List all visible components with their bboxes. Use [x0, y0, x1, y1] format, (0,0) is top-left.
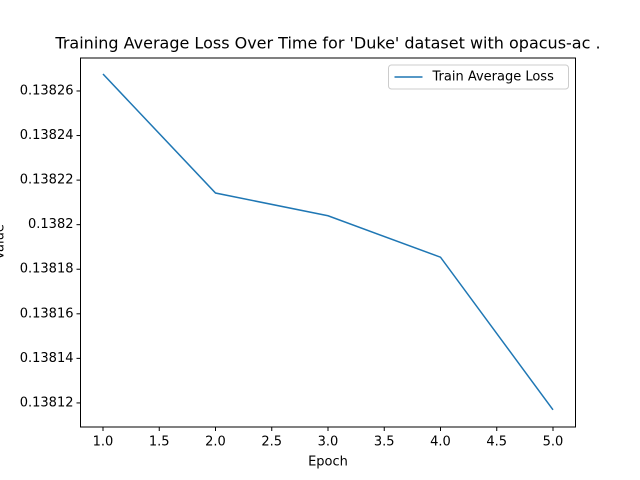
plot-frame	[80, 57, 576, 428]
x-tick-label: 1.0	[93, 435, 114, 450]
y-tick-label: 0.13818	[20, 262, 74, 277]
x-tick-label: 4.0	[430, 435, 451, 450]
y-tick-label: 0.1382	[28, 217, 74, 232]
legend-frame	[388, 64, 569, 90]
y-tick-label: 0.13814	[20, 351, 74, 366]
x-tick-label: 4.5	[486, 435, 507, 450]
x-tick-label: 3.5	[374, 435, 395, 450]
x-tick-label: 1.5	[149, 435, 170, 450]
x-tick-label: 3.0	[318, 435, 339, 450]
line	[102, 73, 554, 411]
chart-title: Training Average Loss Over Time for 'Duk…	[54, 34, 600, 53]
y-tick-label: 0.13826	[20, 83, 74, 98]
x-tick-label: 5.0	[543, 435, 564, 450]
y-tick-label: 0.13824	[20, 128, 74, 143]
x-axis-label: Epoch	[308, 455, 348, 470]
y-axis-label: Value	[0, 224, 8, 260]
y-tick-label: 0.13816	[20, 306, 74, 321]
x-tick-label: 2.0	[205, 435, 226, 450]
legend: Train Average Loss	[388, 64, 569, 90]
y-tick-label: 0.13822	[20, 173, 74, 188]
legend-label: Train Average Loss	[432, 70, 555, 85]
x-tick-label: 2.5	[261, 435, 282, 450]
y-tick-label: 0.13812	[20, 395, 74, 410]
